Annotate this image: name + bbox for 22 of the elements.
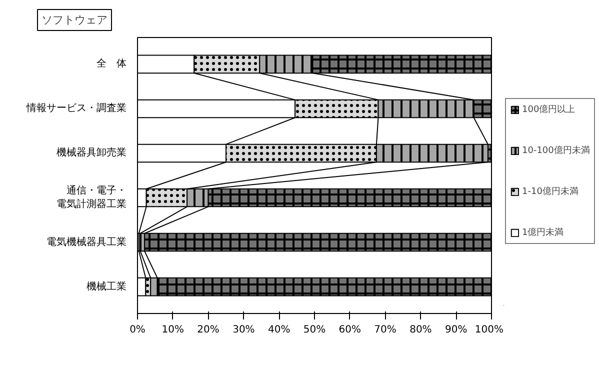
x-tick-label: 40% bbox=[268, 324, 290, 336]
x-tick-label: 20% bbox=[197, 324, 220, 336]
y-tick-label: 機械器具卸売業 bbox=[56, 146, 126, 159]
x-tick-label: 10% bbox=[162, 324, 184, 336]
x-tick-label: 90% bbox=[444, 324, 468, 336]
x-tick-label: 80% bbox=[410, 324, 432, 336]
x-tick-label: 60% bbox=[338, 324, 362, 336]
y-tick-label: 全 体 bbox=[96, 58, 126, 70]
legend-label: 1億円未満 bbox=[522, 226, 565, 239]
y-tick-label: 機械工業 bbox=[86, 280, 126, 292]
x-tick-label: 0% bbox=[130, 324, 146, 336]
y-tick-label: 通信・電子・電気計測器工業 bbox=[56, 184, 126, 210]
x-tick-label: 50% bbox=[303, 324, 326, 336]
y-tick-label: 電気機械器具工業 bbox=[46, 236, 126, 248]
x-tick-label: 100% bbox=[474, 324, 504, 336]
y-tick-label: 情報サービス・調査業 bbox=[26, 102, 126, 114]
x-tick-label: 30% bbox=[232, 324, 255, 336]
legend-label: 1-10億円未満 bbox=[522, 186, 580, 198]
x-tick-label: 70% bbox=[374, 324, 396, 336]
legend-label: 10-100億円未満 bbox=[522, 144, 590, 157]
chart-title: ソフトウェア bbox=[42, 14, 108, 26]
legend-label: 100億円以上 bbox=[522, 104, 576, 116]
